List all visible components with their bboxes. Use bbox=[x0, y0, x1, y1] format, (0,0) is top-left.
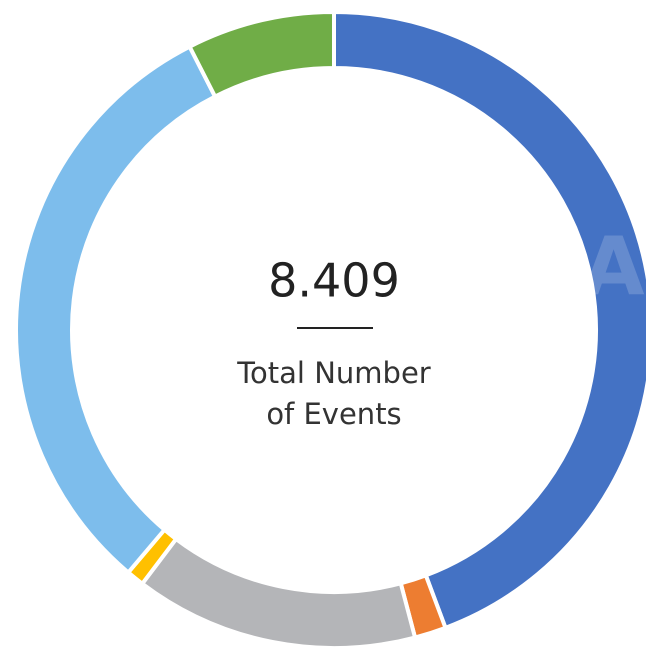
donut-segment bbox=[139, 536, 418, 650]
donut-segment bbox=[186, 9, 336, 100]
donut-segment bbox=[332, 9, 646, 631]
donut bbox=[14, 9, 646, 650]
donut-segment bbox=[14, 43, 218, 576]
center-label: of Events bbox=[266, 397, 401, 431]
watermark: ICCA bbox=[435, 220, 644, 313]
center-value: 8.409 bbox=[268, 254, 400, 308]
center-label: Total Number bbox=[236, 356, 431, 390]
